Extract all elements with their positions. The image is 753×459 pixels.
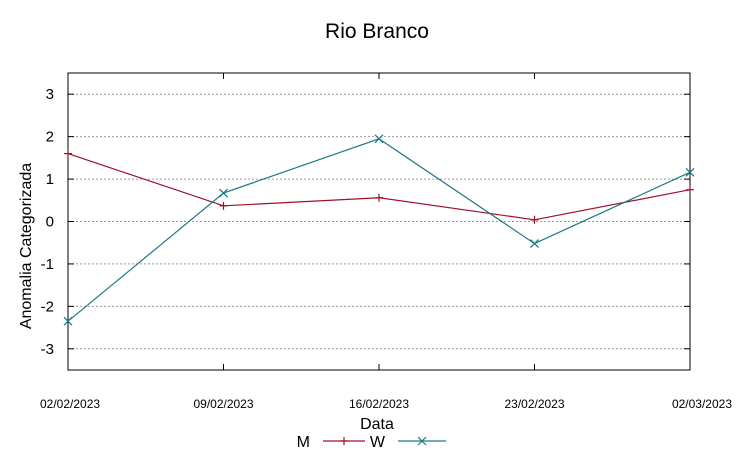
grid-lines bbox=[68, 93, 690, 350]
x-tick-label: 02/02/2023 bbox=[40, 397, 100, 411]
series-layer bbox=[63, 134, 695, 326]
x-axis-label: Data bbox=[360, 416, 394, 433]
x-tick-label: 16/02/2023 bbox=[349, 397, 409, 411]
x-tick-label: 23/02/2023 bbox=[504, 397, 564, 411]
series-w-line bbox=[67, 138, 691, 322]
y-tick-label: -3 bbox=[41, 341, 54, 358]
series-w-point bbox=[63, 316, 73, 326]
series-w-point bbox=[530, 239, 539, 248]
y-axis-label: Anomalia Categorizada bbox=[18, 163, 35, 329]
series-w-point bbox=[219, 188, 228, 198]
series-m-line bbox=[67, 153, 691, 221]
chart-title: Rio Branco bbox=[325, 20, 429, 43]
legend-label-m: M bbox=[297, 434, 310, 451]
series-w-point bbox=[374, 134, 384, 144]
series-m-point bbox=[64, 149, 72, 158]
y-axis: 3 2 1 0 -1 -2 -3 bbox=[41, 86, 690, 358]
series-m-point bbox=[219, 201, 228, 210]
legend-marker-w bbox=[417, 436, 427, 446]
series-w-point bbox=[685, 167, 695, 177]
y-tick-label: 1 bbox=[46, 171, 54, 188]
y-tick-label: -1 bbox=[41, 256, 54, 273]
y-tick-label: -2 bbox=[41, 298, 54, 315]
x-tick-label: 09/02/2023 bbox=[193, 397, 253, 411]
x-axis: 02/02/2023 09/02/2023 16/02/2023 23/02/2023… bbox=[40, 73, 732, 411]
x-tick-label: 02/03/2023 bbox=[672, 397, 732, 411]
legend-label-w: W bbox=[370, 434, 386, 451]
y-tick-label: 3 bbox=[46, 86, 54, 103]
y-tick-label: 2 bbox=[46, 129, 54, 146]
series-m-point bbox=[375, 193, 383, 202]
y-tick-label: 0 bbox=[46, 214, 54, 231]
series-m-point bbox=[686, 185, 694, 194]
legend-marker-m bbox=[340, 437, 348, 445]
series-m-point bbox=[530, 215, 539, 224]
